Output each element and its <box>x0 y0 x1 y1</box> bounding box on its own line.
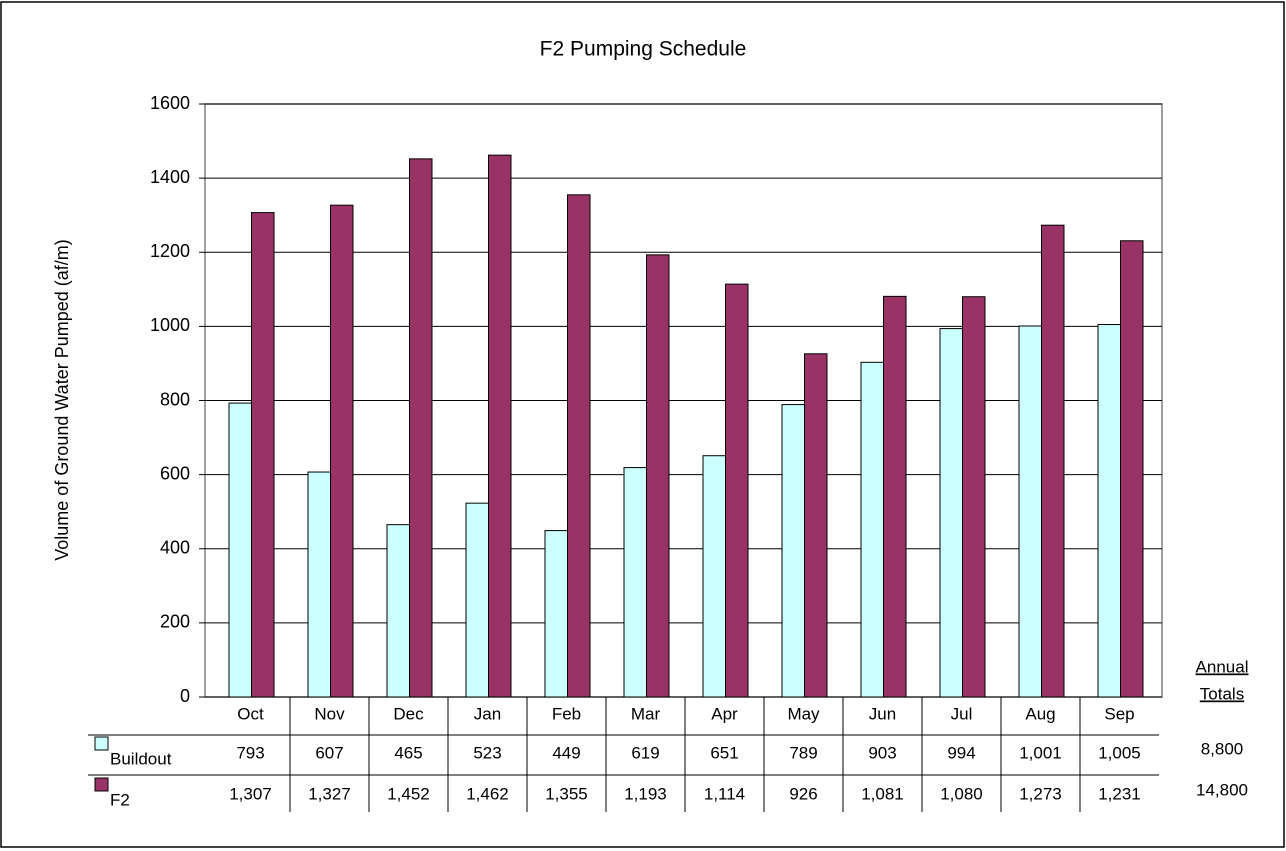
table-value: 994 <box>947 743 975 762</box>
bar <box>702 455 726 698</box>
legend-key <box>94 736 109 751</box>
x-tick-label: Jul <box>951 704 973 723</box>
legend-key <box>94 777 109 792</box>
bar <box>962 296 986 698</box>
bar <box>386 524 410 698</box>
bar <box>1120 240 1144 698</box>
table-value: 793 <box>236 743 264 762</box>
bar <box>860 361 884 698</box>
bar <box>330 204 354 698</box>
bar <box>307 471 331 698</box>
chart-title: F2 Pumping Schedule <box>540 38 747 61</box>
legend-label: Buildout <box>110 749 172 768</box>
series-total: 8,800 <box>1201 739 1244 758</box>
table-value: 651 <box>710 743 738 762</box>
y-axis-label: Volume of Ground Water Pumped (af/m) <box>52 239 72 560</box>
table-value: 903 <box>868 743 896 762</box>
table-value: 465 <box>394 743 422 762</box>
x-tick-label: Oct <box>237 704 264 723</box>
bar <box>544 530 568 698</box>
x-tick-label: Feb <box>552 704 581 723</box>
bar <box>623 467 647 698</box>
table-value: 1,462 <box>466 784 509 803</box>
x-tick-label: Sep <box>1104 704 1134 723</box>
y-tick-label: 200 <box>160 612 190 632</box>
table-value: 926 <box>789 784 817 803</box>
bar <box>883 295 907 698</box>
table-value: 1,452 <box>387 784 430 803</box>
table-value: 1,231 <box>1098 784 1141 803</box>
bar <box>1097 324 1121 698</box>
table-value: 449 <box>552 743 580 762</box>
table-value: 1,001 <box>1019 743 1062 762</box>
table-value: 1,193 <box>624 784 667 803</box>
table-value: 789 <box>789 743 817 762</box>
bar <box>725 283 749 698</box>
table-value: 1,005 <box>1098 743 1141 762</box>
table-value: 1,080 <box>940 784 983 803</box>
x-tick-label: Mar <box>631 704 661 723</box>
series-total: 14,800 <box>1196 780 1248 799</box>
bar <box>1018 325 1042 698</box>
y-tick-label: 800 <box>160 389 190 409</box>
bar <box>781 404 805 698</box>
y-tick-label: 1200 <box>150 241 190 261</box>
x-tick-label: Jun <box>869 704 896 723</box>
table-value: 1,355 <box>545 784 588 803</box>
y-tick-label: 1600 <box>150 93 190 113</box>
bar <box>465 502 489 698</box>
bar <box>488 154 512 698</box>
bar <box>1041 224 1065 698</box>
table-value: 619 <box>631 743 659 762</box>
x-tick-label: Aug <box>1025 704 1055 723</box>
table-value: 1,114 <box>704 784 745 803</box>
totals-header: Annual <box>1196 657 1249 676</box>
bar <box>567 194 591 698</box>
table-value: 607 <box>315 743 343 762</box>
bar <box>228 402 252 698</box>
bar <box>251 212 275 698</box>
table-value: 1,307 <box>229 784 272 803</box>
table-value: 1,273 <box>1019 784 1062 803</box>
y-tick-label: 400 <box>160 538 190 558</box>
y-tick-label: 0 <box>180 686 190 706</box>
bar <box>409 158 433 698</box>
x-tick-label: May <box>787 704 820 723</box>
table-value: 1,081 <box>861 784 904 803</box>
x-tick-label: Jan <box>474 704 501 723</box>
y-tick-label: 600 <box>160 463 190 483</box>
x-tick-label: Dec <box>393 704 424 723</box>
bar <box>804 353 828 698</box>
y-tick-label: 1400 <box>150 167 190 187</box>
bar <box>646 254 670 698</box>
x-tick-label: Nov <box>314 704 345 723</box>
table-value: 523 <box>473 743 501 762</box>
x-tick-label: Apr <box>711 704 738 723</box>
bar <box>939 328 963 698</box>
legend-label: F2 <box>110 790 130 809</box>
table-value: 1,327 <box>308 784 351 803</box>
y-tick-label: 1000 <box>150 315 190 335</box>
totals-header: Totals <box>1200 684 1244 703</box>
